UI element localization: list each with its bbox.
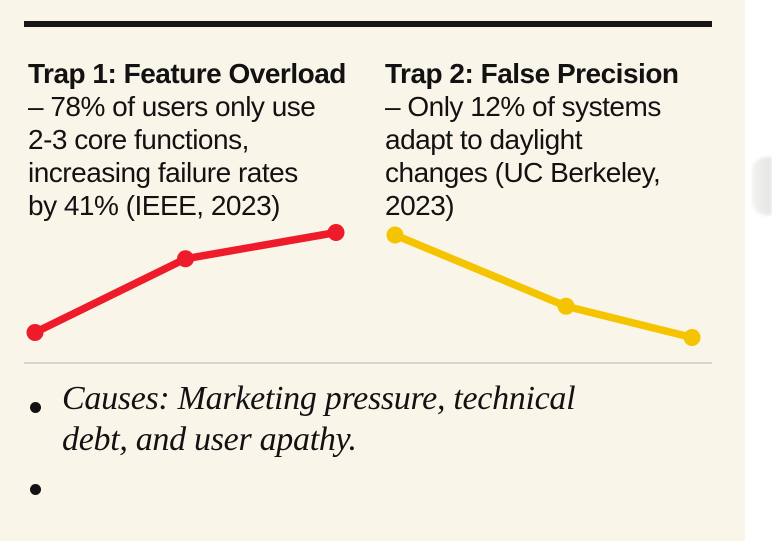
bullet-list: Causes: Marketing pressure, technical de… [24, 378, 704, 501]
trap2-trend-chart [386, 226, 701, 346]
trap-1-body-line: by 41% (IEEE, 2023) [28, 190, 280, 221]
causes-line: Causes: Marketing pressure, technical [62, 380, 576, 417]
slide-card[interactable]: Trap 1: Feature Overload – 78% of users … [0, 0, 745, 541]
section-divider [24, 362, 712, 364]
causes-text: Causes: Marketing pressure, technical de… [62, 378, 576, 460]
next-card-edge [752, 157, 772, 215]
trap-2-body-line: adapt to daylight [385, 124, 583, 155]
trap-1-body-line: 2-3 core functions, [28, 124, 249, 155]
trap-1-body-line: increasing failure rates [28, 157, 298, 188]
trap-2-body-line: changes (UC Berkeley, [385, 157, 661, 188]
causes-line: debt, and user apathy. [62, 421, 357, 458]
trap1-trend-chart [26, 224, 345, 341]
list-item: Causes: Marketing pressure, technical de… [24, 378, 704, 460]
trap-2-heading: Trap 2: False Precision [385, 58, 679, 89]
trap-1-text-block: Trap 1: Feature Overload – 78% of users … [28, 57, 373, 222]
trap-1-body-line: – 78% of users only use [28, 91, 316, 122]
list-item [24, 460, 704, 501]
bullet-marker [24, 460, 62, 501]
bullet-marker [24, 378, 62, 419]
trap-1-heading: Trap 1: Feature Overload [28, 58, 346, 89]
top-rule [24, 21, 712, 27]
trap-2-body-line: 2023) [385, 190, 455, 221]
trap-2-body-line: – Only 12% of systems [385, 91, 661, 122]
bullet-dot-icon [30, 484, 41, 495]
bullet-dot-icon [30, 402, 41, 413]
trap-2-text-block: Trap 2: False Precision – Only 12% of sy… [385, 57, 725, 222]
